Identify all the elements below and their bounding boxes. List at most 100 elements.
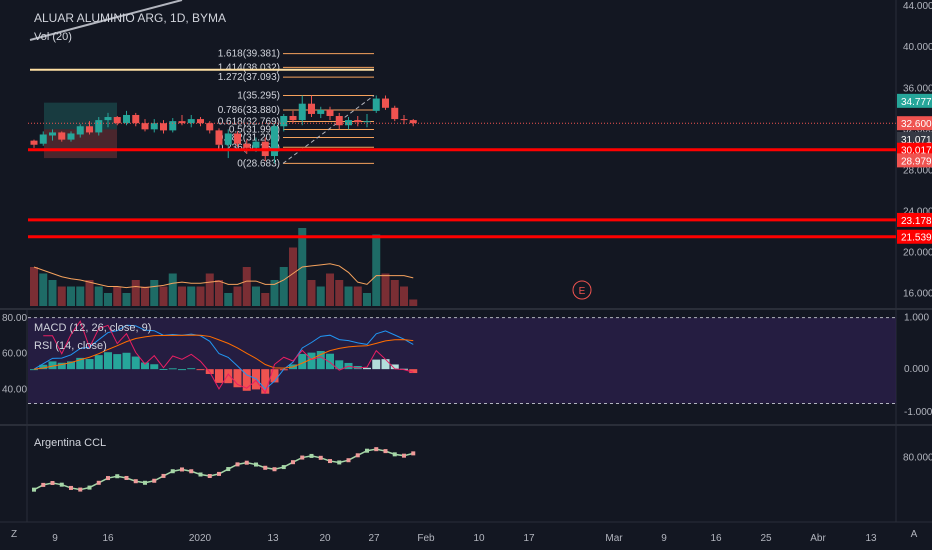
rsi-axis-tick: 60.00 <box>2 349 27 360</box>
candle-body <box>372 98 380 111</box>
macd-histogram-bar <box>242 369 251 391</box>
macd-histogram-bar <box>390 364 399 370</box>
candle-body <box>354 120 362 123</box>
fib-trend-line[interactable] <box>282 95 375 164</box>
macd-histogram-bar <box>363 367 371 370</box>
ccl-point <box>383 449 388 454</box>
fib-level-label: 0(28.683) <box>237 158 280 169</box>
price-axis-tick: 36.000 <box>903 83 932 94</box>
earnings-event-label: E <box>579 286 586 297</box>
price-badge <box>897 93 932 108</box>
auto-scale-icon[interactable]: A <box>911 529 918 540</box>
ccl-point <box>78 487 83 492</box>
candle-body <box>30 140 38 145</box>
fib-level-label: 1.272(37.093) <box>218 72 280 83</box>
candle-body <box>169 121 177 131</box>
price-badge <box>897 153 932 168</box>
candle-body <box>234 133 241 144</box>
rsi-axis-tick: 80.00 <box>2 313 27 324</box>
volume-bar <box>85 280 94 306</box>
volume-bar <box>215 280 223 306</box>
volume-bar <box>205 273 214 306</box>
ccl-point <box>133 479 138 484</box>
earnings-event-icon[interactable] <box>572 280 592 300</box>
ccl-point <box>87 485 92 490</box>
volume-bar <box>141 286 149 306</box>
rsi-background-band <box>28 317 896 404</box>
ccl-point <box>281 465 286 470</box>
volume-bar <box>224 293 233 306</box>
ccl-point <box>106 476 110 481</box>
rsi-axis-tick: 40.00 <box>2 384 27 395</box>
candle-body <box>95 120 103 133</box>
candle-body <box>289 116 297 121</box>
macd-histogram-bar <box>30 369 38 371</box>
ccl-point <box>217 471 221 476</box>
candle-body <box>187 119 195 124</box>
drawing-line[interactable] <box>29 0 183 41</box>
ccl-point <box>124 475 129 480</box>
macd-histogram-bar <box>381 359 390 370</box>
ccl-point <box>96 480 101 485</box>
volume-bar <box>122 293 131 306</box>
price-badge-label: 30.017 <box>901 146 932 157</box>
volume-indicator-label[interactable]: Vol (20) <box>34 31 72 43</box>
zoom-icon[interactable]: Z <box>11 529 17 540</box>
volume-bar <box>326 273 334 306</box>
candle-body <box>391 107 399 120</box>
macd-line <box>33 324 414 390</box>
volume-bar <box>409 299 418 306</box>
ccl-point <box>300 455 305 460</box>
symbol-title[interactable]: ALUAR ALUMINIO ARG, 1D, BYMA <box>34 11 227 25</box>
time-axis-tick: 27 <box>368 533 380 544</box>
ccl-indicator-label[interactable]: Argentina CCL <box>34 437 107 449</box>
ccl-point <box>143 480 147 485</box>
candle-body <box>58 132 66 140</box>
price-badge <box>897 131 932 146</box>
ccl-point <box>291 460 295 465</box>
macd-histogram-bar <box>326 353 334 370</box>
macd-histogram-bar <box>122 352 131 370</box>
rsi-indicator-label[interactable]: RSI (14, close) <box>34 340 107 352</box>
macd-histogram-bar <box>224 369 233 384</box>
volume-bar <box>353 286 362 306</box>
candle-body <box>132 114 140 124</box>
time-axis-tick: Abr <box>810 533 826 544</box>
candle-body <box>243 143 251 148</box>
price-badge <box>897 142 932 157</box>
ccl-point <box>59 482 64 487</box>
volume-bar <box>270 280 279 306</box>
candle-body <box>197 119 204 124</box>
ccl-point <box>50 481 55 486</box>
ccl-point <box>337 460 342 465</box>
ccl-point <box>365 448 369 453</box>
candle-body <box>123 114 130 124</box>
horizontal-lines[interactable] <box>28 122 896 239</box>
rsi-band <box>28 317 896 405</box>
oscillator-lines <box>33 320 414 394</box>
volume-bar <box>233 286 242 306</box>
volume-bar <box>196 286 205 306</box>
macd-histogram-bar <box>316 351 325 370</box>
volume-bar <box>400 286 408 306</box>
macd-histogram-bar <box>307 352 316 370</box>
ccl-point <box>392 452 397 457</box>
price-axis-tick: 44.000 <box>903 1 932 12</box>
time-axis-tick: 13 <box>267 533 279 544</box>
candle-body <box>49 132 56 136</box>
fib-level-label: 1.618(39.381) <box>218 49 280 60</box>
volume-bar <box>39 273 48 306</box>
ccl-series <box>32 447 416 492</box>
ccl-point <box>69 485 73 490</box>
time-axis-tick: 13 <box>865 533 877 544</box>
ccl-point <box>263 465 268 470</box>
ccl-point <box>180 467 184 472</box>
candle-body <box>345 120 352 126</box>
macd-indicator-label[interactable]: MACD (12, 26, close, 9) <box>34 322 152 334</box>
time-axis-tick: Feb <box>417 533 435 544</box>
macd-histogram-bar <box>168 368 177 370</box>
trend-line[interactable] <box>282 95 375 164</box>
candle-body <box>104 117 112 121</box>
